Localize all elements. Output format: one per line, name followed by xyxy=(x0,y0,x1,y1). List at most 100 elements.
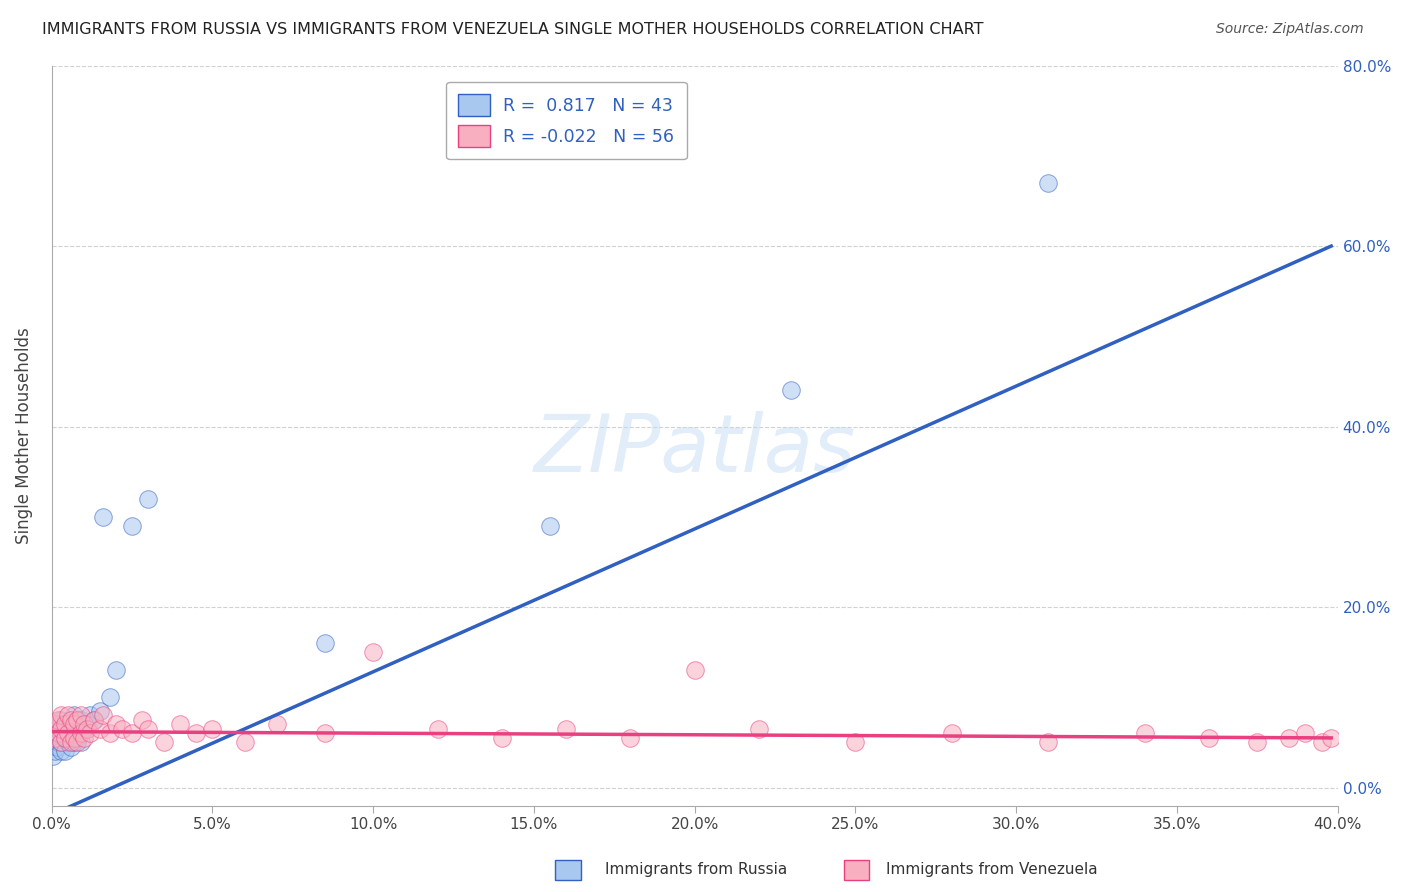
Point xyxy=(51,708,73,723)
Point xyxy=(69,726,91,740)
Point xyxy=(56,708,79,723)
Point xyxy=(105,717,128,731)
Point xyxy=(46,735,69,749)
Point xyxy=(63,726,86,740)
Point xyxy=(69,708,91,723)
Point xyxy=(63,717,86,731)
Point xyxy=(105,663,128,677)
Point xyxy=(131,713,153,727)
Point xyxy=(49,731,72,745)
Point xyxy=(73,722,96,736)
Point xyxy=(56,726,79,740)
Point xyxy=(121,726,143,740)
Point xyxy=(89,722,111,736)
Point xyxy=(233,735,256,749)
Point xyxy=(79,708,101,723)
Point xyxy=(83,713,105,727)
Point xyxy=(136,722,159,736)
Point xyxy=(121,519,143,533)
Point xyxy=(63,731,86,745)
Text: Source: ZipAtlas.com: Source: ZipAtlas.com xyxy=(1216,22,1364,37)
Point xyxy=(1310,735,1333,749)
Text: IMMIGRANTS FROM RUSSIA VS IMMIGRANTS FROM VENEZUELA SINGLE MOTHER HOUSEHOLDS COR: IMMIGRANTS FROM RUSSIA VS IMMIGRANTS FRO… xyxy=(42,22,984,37)
Point xyxy=(51,735,73,749)
Point xyxy=(53,717,76,731)
Point xyxy=(1038,735,1060,749)
Point xyxy=(1198,731,1220,745)
Point xyxy=(1038,176,1060,190)
Point xyxy=(56,717,79,731)
Point xyxy=(555,722,578,736)
Point xyxy=(60,717,83,731)
Point xyxy=(266,717,288,731)
Point xyxy=(619,731,641,745)
Point xyxy=(44,717,66,731)
Point xyxy=(76,722,98,736)
Point xyxy=(46,726,69,740)
Point xyxy=(66,735,89,749)
Point xyxy=(1246,735,1268,749)
Point xyxy=(53,731,76,745)
Text: Immigrants from Venezuela: Immigrants from Venezuela xyxy=(886,863,1098,877)
Point xyxy=(748,722,770,736)
Point xyxy=(89,704,111,718)
Point xyxy=(683,663,706,677)
Point xyxy=(314,726,336,740)
Point xyxy=(491,731,513,745)
Point xyxy=(69,713,91,727)
Point xyxy=(426,722,449,736)
Point xyxy=(1278,731,1301,745)
Point xyxy=(844,735,866,749)
Point xyxy=(66,713,89,727)
Point xyxy=(60,735,83,749)
Point xyxy=(63,735,86,749)
Point xyxy=(44,731,66,745)
Point xyxy=(63,708,86,723)
Point xyxy=(941,726,963,740)
Point xyxy=(56,735,79,749)
Point xyxy=(83,713,105,727)
Text: Immigrants from Russia: Immigrants from Russia xyxy=(605,863,787,877)
Point xyxy=(51,722,73,736)
Point xyxy=(56,726,79,740)
Point xyxy=(111,722,134,736)
Point xyxy=(79,726,101,740)
Point xyxy=(46,726,69,740)
Point xyxy=(98,690,121,705)
Point xyxy=(314,636,336,650)
Point xyxy=(51,717,73,731)
Point xyxy=(73,717,96,731)
Point xyxy=(53,744,76,758)
Legend: R =  0.817   N = 43, R = -0.022   N = 56: R = 0.817 N = 43, R = -0.022 N = 56 xyxy=(446,82,686,160)
Point xyxy=(53,717,76,731)
Point xyxy=(46,722,69,736)
Point xyxy=(186,726,208,740)
Point xyxy=(51,713,73,727)
Point xyxy=(780,384,803,398)
Point xyxy=(44,744,66,758)
Point xyxy=(361,645,384,659)
Point xyxy=(201,722,224,736)
Point xyxy=(42,748,65,763)
Point xyxy=(91,509,114,524)
Point xyxy=(169,717,191,731)
Point xyxy=(46,713,69,727)
Point xyxy=(53,722,76,736)
Point xyxy=(136,491,159,506)
Text: ZIPatlas: ZIPatlas xyxy=(534,411,856,490)
Point xyxy=(66,713,89,727)
Point xyxy=(538,519,561,533)
Point xyxy=(153,735,176,749)
Point xyxy=(91,708,114,723)
Point xyxy=(1133,726,1156,740)
Point xyxy=(44,731,66,745)
Point xyxy=(1295,726,1317,740)
Point xyxy=(51,744,73,758)
Point xyxy=(51,726,73,740)
Point xyxy=(98,726,121,740)
Point xyxy=(53,731,76,745)
Point xyxy=(69,735,91,749)
Y-axis label: Single Mother Households: Single Mother Households xyxy=(15,327,32,544)
Point xyxy=(1320,731,1343,745)
Point xyxy=(45,739,67,754)
